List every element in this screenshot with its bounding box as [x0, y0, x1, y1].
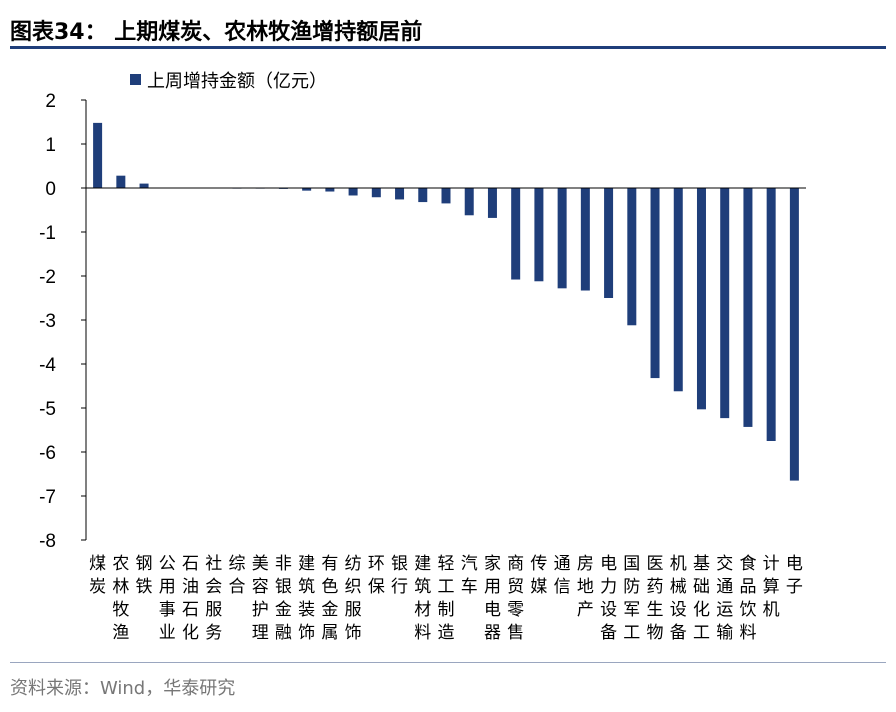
bar-15 — [418, 188, 428, 203]
x-tick-label: 农林牧渔 — [112, 554, 129, 643]
x-tick-label: 环保 — [368, 554, 385, 597]
bar-26 — [673, 188, 683, 392]
y-axis-ticks: 2 1 0 -1 -2 -3 -4 -5 -6 -7 -8 — [39, 91, 86, 552]
x-tick-label: 国防军工 — [623, 554, 640, 643]
legend-swatch — [130, 74, 141, 85]
x-tick-label: 纺织服饰 — [345, 554, 362, 643]
x-tick-label: 石油石化 — [182, 554, 199, 643]
x-tick-label: 电力设备 — [600, 554, 617, 643]
x-tick-label: 食品饮料 — [739, 554, 756, 643]
y-tick-label: 0 — [45, 179, 56, 200]
bar-2 — [116, 175, 126, 188]
bar-10 — [302, 188, 312, 191]
x-tick-label: 非银金融 — [275, 554, 292, 643]
chart-title: 图表34： 上期煤炭、农林牧渔增持额居前 — [10, 20, 423, 45]
bar-23 — [604, 188, 614, 298]
y-tick-label: -1 — [39, 223, 56, 244]
x-tick-label: 通信 — [554, 554, 571, 597]
bar-25 — [650, 188, 660, 379]
x-tick-label: 机械设备 — [670, 554, 687, 643]
y-tick-label: -8 — [39, 531, 56, 552]
y-tick-label: -4 — [39, 355, 56, 376]
x-tick-label: 钢铁 — [136, 554, 153, 597]
x-tick-label: 传媒 — [530, 554, 547, 597]
x-tick-label: 商贸零售 — [507, 554, 524, 643]
bar-18 — [487, 188, 497, 218]
bar-27 — [696, 188, 706, 410]
bar-30 — [766, 188, 776, 441]
bar-19 — [511, 188, 521, 280]
x-tick-label: 建筑装饰 — [298, 554, 315, 643]
x-tick-label: 汽车 — [461, 554, 478, 597]
bar-14 — [395, 188, 405, 200]
x-tick-label: 计算机 — [763, 554, 780, 620]
source-note: 资料来源：Wind，华泰研究 — [10, 678, 236, 699]
x-tick-label: 建筑材料 — [414, 554, 431, 643]
footer-rule — [10, 662, 886, 663]
x-tick-label: 电子 — [786, 554, 803, 597]
x-tick-label: 轻工制造 — [438, 554, 455, 643]
x-tick-label: 公用事业 — [159, 554, 176, 643]
legend-label: 上周增持金额（亿元） — [147, 71, 327, 92]
x-tick-label: 煤炭 — [89, 554, 106, 597]
bar-3 — [139, 183, 149, 188]
bar-24 — [627, 188, 637, 326]
x-tick-label: 美容护理 — [252, 554, 269, 643]
bar-20 — [534, 188, 544, 282]
bar-17 — [464, 188, 474, 216]
x-tick-label: 房地产 — [577, 554, 594, 620]
bar-11 — [325, 188, 335, 192]
y-tick-label: 2 — [45, 91, 56, 112]
bar-12 — [348, 188, 358, 196]
x-tick-label: 社会服务 — [205, 554, 222, 643]
x-tick-label: 医药生物 — [647, 554, 664, 643]
x-tick-label: 综合 — [228, 554, 245, 597]
x-tick-label: 交通运输 — [716, 554, 733, 643]
title-rule — [10, 46, 886, 49]
x-tick-label: 银行 — [391, 554, 408, 597]
bar-28 — [720, 188, 730, 419]
bar-22 — [580, 188, 590, 291]
bars — [93, 122, 799, 481]
y-tick-label: 1 — [45, 135, 56, 156]
x-tick-label: 家用电器 — [484, 554, 501, 643]
bar-13 — [371, 188, 381, 198]
bar-29 — [743, 188, 753, 427]
y-tick-label: -5 — [39, 399, 56, 420]
legend: 上周增持金额（亿元） — [130, 71, 327, 92]
bar-16 — [441, 188, 451, 204]
y-tick-label: -7 — [39, 487, 56, 508]
x-tick-label: 有色金属 — [321, 554, 338, 643]
bar-31 — [789, 188, 799, 481]
y-tick-label: -2 — [39, 267, 56, 288]
y-tick-label: -3 — [39, 311, 56, 332]
bar-21 — [557, 188, 567, 289]
x-tick-label: 基础化工 — [693, 554, 710, 643]
y-tick-label: -6 — [39, 443, 56, 464]
bar-1 — [93, 122, 103, 188]
x-axis-labels: 煤炭农林牧渔钢铁公用事业石油石化社会服务综合美容护理非银金融建筑装饰有色金属纺织… — [89, 554, 803, 643]
